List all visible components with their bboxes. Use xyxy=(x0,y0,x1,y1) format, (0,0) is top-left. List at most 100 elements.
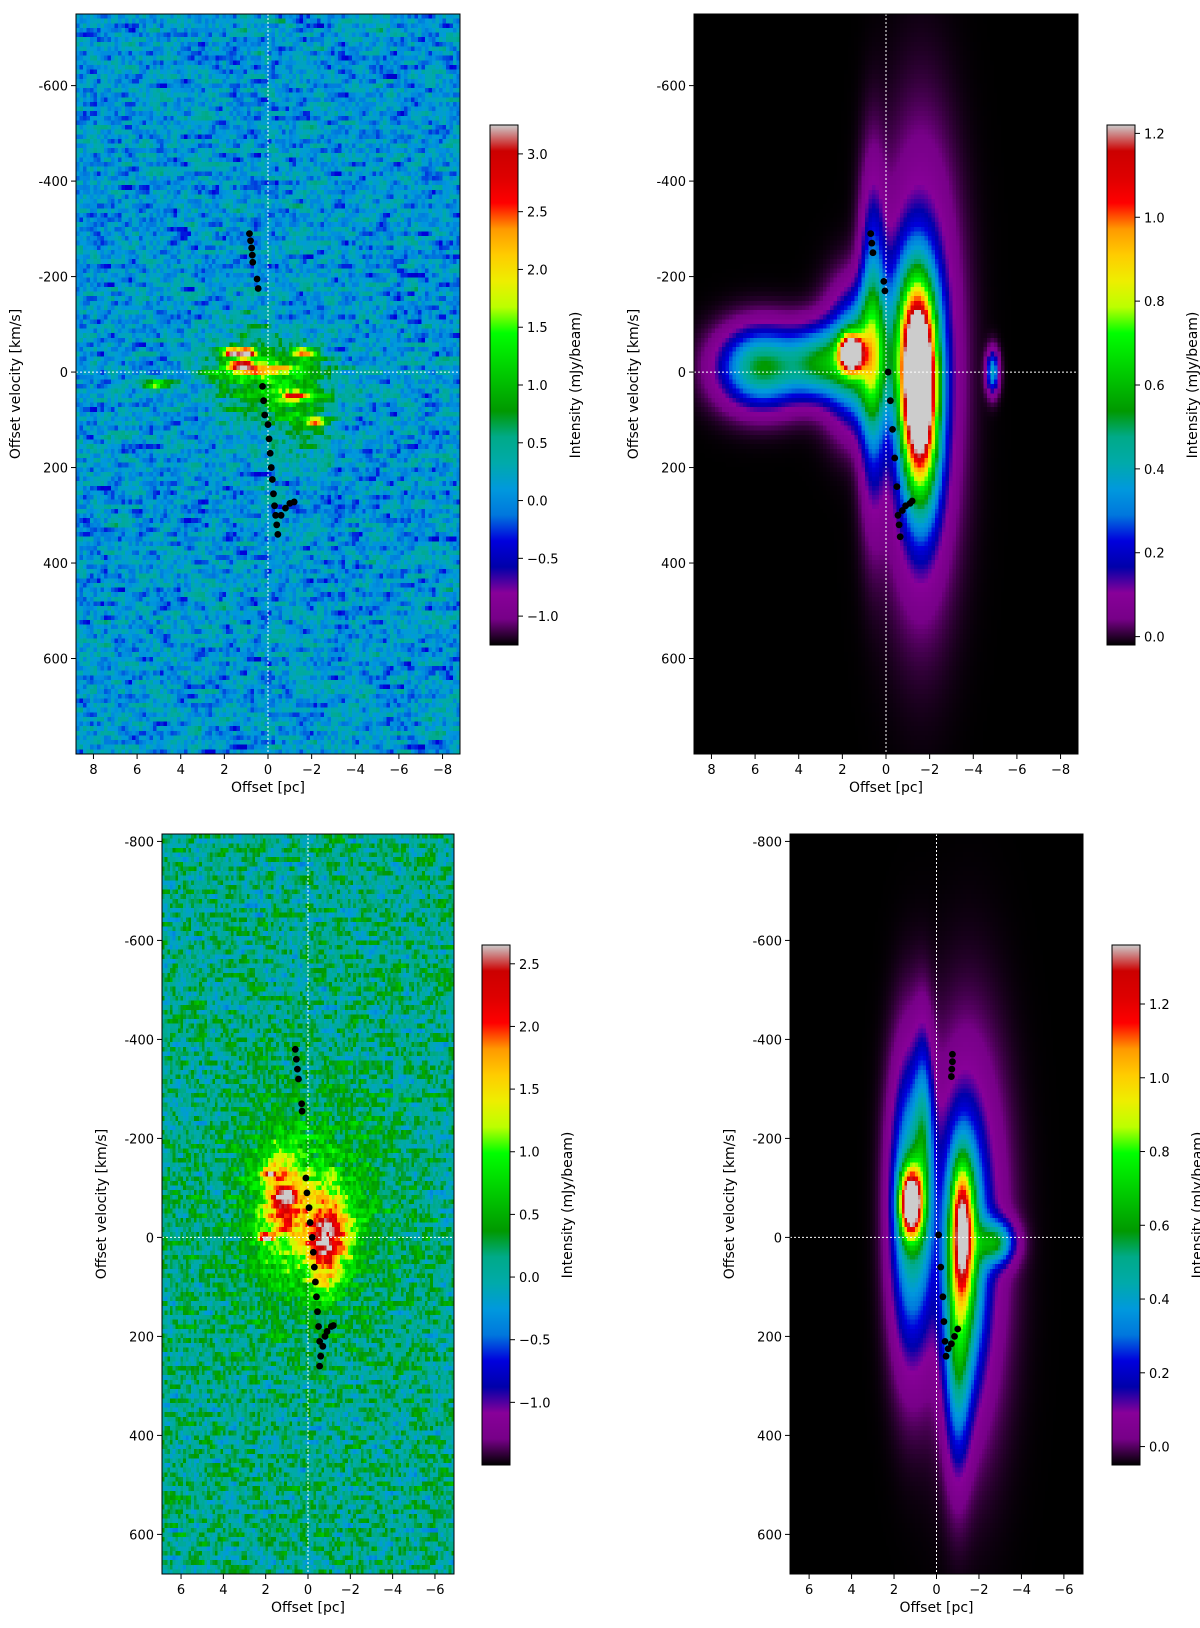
rotation-point xyxy=(248,244,256,252)
rotation-point xyxy=(889,425,896,433)
rotation-point xyxy=(306,1219,314,1226)
rotation-point xyxy=(266,449,274,457)
rotation-point xyxy=(308,1234,316,1241)
colorbar-tick-label: 0.0 xyxy=(527,495,548,510)
colorbar-tick-label: 0.2 xyxy=(1149,1367,1170,1382)
y-tick-label: -200 xyxy=(752,1132,782,1147)
colorbar-tick-label: −1.0 xyxy=(519,1396,551,1411)
rotation-point xyxy=(895,521,903,529)
rotation-point xyxy=(315,1323,322,1330)
x-tick-label: −2 xyxy=(302,763,321,778)
rotation-point xyxy=(317,1352,325,1360)
colorbar-tick-label: 0.5 xyxy=(527,437,548,452)
colorbar-tick-label: 1.5 xyxy=(527,321,548,336)
x-tick-label: 2 xyxy=(890,1583,898,1598)
x-tick-label: 2 xyxy=(838,763,846,778)
rotation-point xyxy=(254,285,262,292)
y-axis-label: Offset velocity [km/s] xyxy=(94,1129,110,1279)
y-tick-label: 0 xyxy=(146,1231,154,1246)
colorbar-tick-label: −1.0 xyxy=(527,610,559,625)
x-axis-label: Offset [pc] xyxy=(271,1600,345,1616)
rotation-point xyxy=(302,1174,310,1182)
colorbar-tick-label: 1.0 xyxy=(527,379,548,394)
rotation-point xyxy=(270,490,277,498)
y-tick-label: -600 xyxy=(656,80,686,95)
rotation-point xyxy=(323,1328,331,1335)
y-tick-label: 400 xyxy=(757,1429,782,1444)
x-tick-label: −4 xyxy=(383,1583,402,1598)
colorbar-tick-label: 1.0 xyxy=(1149,1072,1170,1087)
x-tick-label: −2 xyxy=(920,763,939,778)
y-tick-label: 400 xyxy=(129,1429,154,1444)
y-tick-label: 200 xyxy=(757,1330,782,1345)
rotation-point xyxy=(867,230,875,238)
x-tick-label: 4 xyxy=(219,1583,227,1598)
rotation-point xyxy=(886,397,894,405)
colorbar-label: Intensity (mJy/beam) xyxy=(1185,312,1200,459)
rotation-point xyxy=(329,1322,337,1329)
rotation-point xyxy=(265,435,273,443)
panel-top-left: 8 6 4 2 0 −2 −4 −6 −8 Offset [pc] -600 -400 -200 0 200… xyxy=(8,13,584,796)
y-tick-label: -600 xyxy=(38,80,68,95)
rotation-point xyxy=(940,1318,948,1325)
rotation-point xyxy=(880,277,888,285)
x-tick-label: 4 xyxy=(847,1583,855,1598)
y-tick-label: 0 xyxy=(678,366,686,381)
y-tick-label: 200 xyxy=(43,462,68,477)
colorbar-tick-label: 0.5 xyxy=(519,1208,540,1223)
rotation-point xyxy=(282,504,289,512)
x-tick-label: −8 xyxy=(1051,763,1070,778)
rotation-point xyxy=(935,1231,943,1239)
rotation-point xyxy=(271,502,278,510)
colorbar xyxy=(1111,944,1141,1466)
rotation-point xyxy=(246,230,253,238)
x-tick-label: 0 xyxy=(932,1583,940,1598)
rotation-point xyxy=(942,1352,950,1360)
rotation-point xyxy=(947,1340,955,1348)
x-tick-label: 6 xyxy=(805,1583,813,1598)
colorbar-tick-label: 1.0 xyxy=(519,1146,540,1161)
rotation-point xyxy=(314,1308,321,1316)
rotation-point xyxy=(259,382,266,390)
x-tick-label: 6 xyxy=(751,763,759,778)
x-tick-label: 8 xyxy=(89,763,97,778)
rotation-point xyxy=(303,1189,311,1197)
rotation-point xyxy=(941,1337,949,1345)
rotation-point xyxy=(290,498,298,506)
rotation-point xyxy=(310,1263,318,1271)
colorbar-tick-label: 1.5 xyxy=(519,1083,540,1098)
rotation-point xyxy=(869,249,877,257)
rotation-point xyxy=(295,1075,302,1083)
rotation-point xyxy=(947,1073,955,1080)
rotation-point xyxy=(868,239,876,247)
x-tick-label: 0 xyxy=(264,763,272,778)
rotation-point xyxy=(898,507,906,514)
y-tick-label: 400 xyxy=(43,557,68,572)
colorbar xyxy=(481,944,511,1466)
colorbar xyxy=(1106,124,1136,646)
rotation-point xyxy=(272,511,280,519)
panel-top-right: 8 6 4 2 0 −2 −4 −6 −8 Offset [pc] -600 -400 -200 0 200… xyxy=(626,13,1200,796)
rotation-point xyxy=(294,1065,301,1073)
y-tick-label: 600 xyxy=(757,1528,782,1543)
x-tick-label: −4 xyxy=(964,763,983,778)
rotation-point xyxy=(260,397,268,405)
colorbar-tick-label: −0.5 xyxy=(527,552,559,567)
rotation-point xyxy=(267,464,275,471)
colorbar-tick-label: 2.0 xyxy=(519,1020,540,1035)
y-tick-label: 600 xyxy=(661,653,686,668)
colorbar-tick-label: −0.5 xyxy=(519,1334,551,1349)
panel-bottom-left: 6 4 2 0 −2 −4 −6 Offset [pc] -800 -600 -400 -200 0 20… xyxy=(94,833,576,1616)
rotation-point xyxy=(312,1278,319,1286)
rotation-point xyxy=(273,521,281,529)
y-tick-label: -200 xyxy=(38,271,68,286)
y-tick-label: -400 xyxy=(38,175,68,190)
rotation-point xyxy=(881,287,889,295)
colorbar-label: Intensity (mJy/beam) xyxy=(568,312,584,459)
y-tick-label: 200 xyxy=(129,1330,154,1345)
y-tick-label: -400 xyxy=(752,1033,782,1048)
rotation-point xyxy=(939,1293,947,1301)
x-tick-label: 2 xyxy=(262,1583,270,1598)
x-tick-label: −4 xyxy=(1012,1583,1031,1598)
rotation-point xyxy=(896,533,904,541)
